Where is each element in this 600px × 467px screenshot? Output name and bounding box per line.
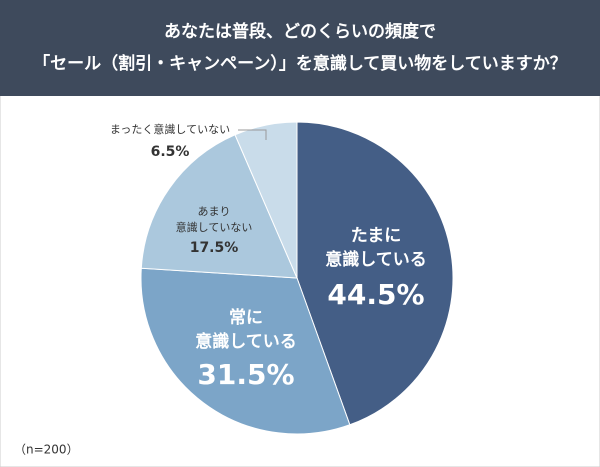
pie-slice [296, 121, 454, 426]
value-label: 31.5% [197, 358, 294, 391]
value-label: 44.5% [327, 278, 424, 311]
pie-slice [140, 267, 351, 435]
labels: たまに意識している 44.5% 常に意識している 31.5% あまり意識していない 17.… [110, 122, 427, 391]
note: （n=200） [14, 443, 79, 457]
slice-label: たまに意識している [325, 226, 427, 270]
value-label: 17.5% [190, 240, 239, 256]
pie-slice [234, 121, 298, 279]
header-band [0, 0, 600, 96]
slice-label: 常に意識している [195, 307, 297, 352]
chart-title: 「セール（割引・キャンペーン）」を意識して買い物をしていますか？ [33, 53, 567, 74]
slice-label: まったく意識していない [110, 122, 230, 136]
pie [140, 121, 454, 435]
leader-line [238, 129, 267, 140]
chart-title: あなたは普段、どのくらいの頻度で [164, 21, 436, 42]
value-label: 6.5% [151, 144, 190, 160]
pie-slice [140, 134, 298, 279]
slice-label: あまり意識していない [176, 205, 253, 234]
